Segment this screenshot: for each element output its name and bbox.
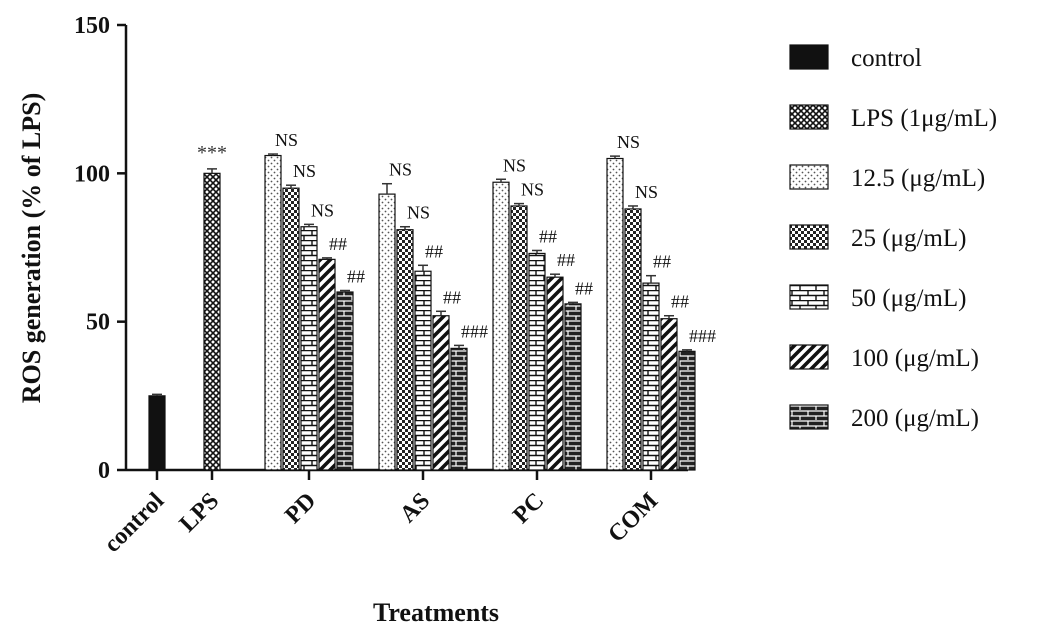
y-axis-ticks: 0 50 100 150 [74,13,126,484]
significance-label: ## [653,252,671,272]
bar-pc-series-6 [564,303,582,471]
x-tick-label-lps: LPS [175,488,225,538]
bar-com-series-2 [606,157,624,471]
significance-label: NS [389,160,412,180]
bar-as-series-3 [396,229,414,471]
x-tick-label-pc: PC [508,488,549,529]
significance-label: NS [311,200,334,220]
significance-label: NS [503,155,526,175]
y-tick-label: 50 [86,310,110,336]
x-tick-label-control: control [99,488,169,558]
legend-label-4: 50 (μg/mL) [851,285,966,312]
significance-label: NS [617,132,640,152]
significance-label: ### [461,321,488,341]
bar-pc-series-3 [510,205,528,471]
significance-label: ## [575,278,593,298]
bar-marks [148,153,696,471]
legend-swatch-4 [789,284,829,310]
significance-label: NS [275,130,298,150]
bar-as-series-6 [450,347,468,471]
bar-as-series-4 [414,270,432,471]
legend-swatch-5 [789,344,829,370]
significance-label: NS [293,161,316,181]
significance-label: ## [671,292,689,312]
y-tick-label: 150 [74,13,110,39]
significance-label: NS [407,203,430,223]
legend-label-1: LPS (1μg/mL) [851,105,997,132]
bar-pd-series-5 [318,258,336,471]
bar-com-series-3 [624,208,642,471]
bar-pc-series-5 [546,276,564,471]
significance-label: ## [557,250,575,270]
legend-label-6: 200 (μg/mL) [851,405,979,432]
bar-pd-series-3 [282,187,300,471]
legend-swatch-6 [789,404,829,430]
bar-com-series-5 [660,318,678,471]
significance-label: NS [635,182,658,202]
bar-pd-series-6 [336,291,354,471]
legend-swatch-2 [789,164,829,190]
bar-pd-series-2 [264,154,282,471]
bar-com-series-4 [642,282,660,471]
bar-pc-series-2 [492,181,510,471]
significance-label: NS [521,180,544,200]
legend-label-5: 100 (μg/mL) [851,345,979,372]
legend-label-0: control [851,45,922,72]
legend-label-2: 12.5 (μg/mL) [851,165,985,192]
y-tick-label: 100 [74,161,110,187]
legend-swatch-0 [789,44,829,70]
bar-pc-series-4 [528,252,546,471]
bar-as-series-2 [378,193,396,471]
legend-swatch-1 [789,104,829,130]
bar-control-series-0 [148,395,166,471]
y-tick-label: 0 [98,458,110,484]
x-tick-label-com: COM [603,488,663,548]
bar-com-series-6 [678,350,696,471]
significance-label: ### [689,326,716,346]
bar-as-series-5 [432,315,450,471]
x-tick-label-as: AS [395,488,435,528]
bar-lps-series-1 [203,172,221,471]
legend: control LPS (1μg/mL) 12.5 (μg/mL) 25 (μg/mL… [789,44,997,432]
significance-label: ## [425,241,443,261]
significance-annotations: ***NSNSNS####NSNS#######NSNS######NSNS##… [197,130,716,346]
significance-label: ## [539,226,557,246]
bar-pd-series-4 [300,226,318,471]
x-tick-label-pd: PD [280,488,321,529]
significance-label: ## [347,267,365,287]
significance-label: ## [329,234,347,254]
legend-swatch-3 [789,224,829,250]
y-axis-title: ROS generation (% of LPS) [17,93,46,404]
significance-label: *** [197,142,227,164]
x-axis-title: Treatments [373,598,499,627]
significance-label: ## [443,287,461,307]
x-axis-ticks: control LPS PD AS PC COM [99,470,663,558]
legend-label-3: 25 (μg/mL) [851,225,966,252]
